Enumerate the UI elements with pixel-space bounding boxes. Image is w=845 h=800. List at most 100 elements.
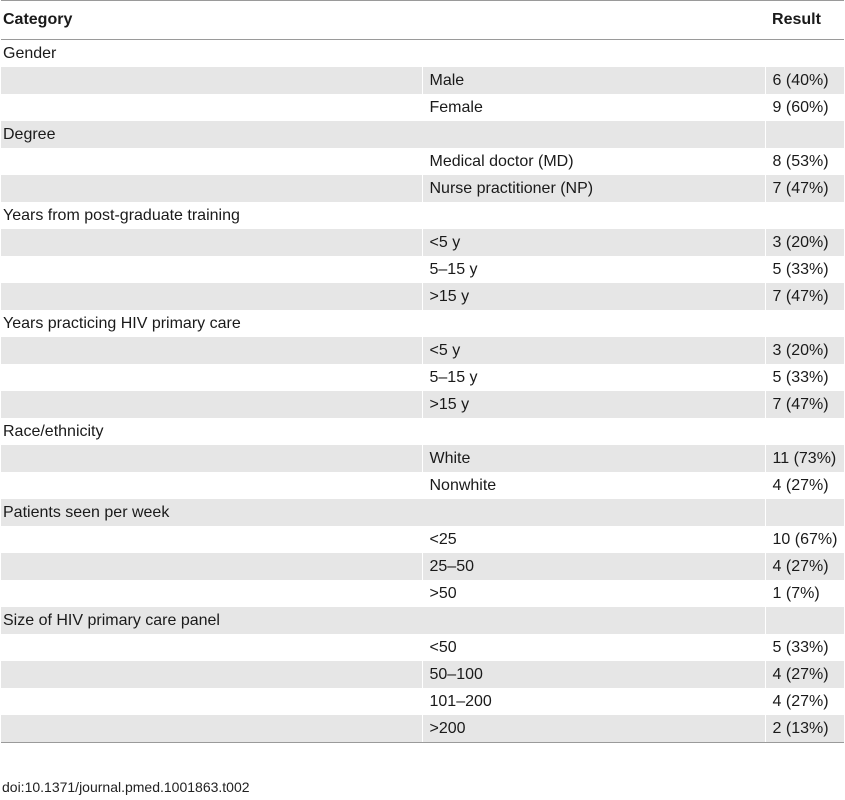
category-label: Years practicing HIV primary care bbox=[3, 314, 241, 332]
subcategory-label: 5–15 y bbox=[421, 256, 766, 283]
result-cell-empty bbox=[764, 39, 845, 67]
category-cell-empty bbox=[1, 148, 422, 175]
category-label: Years from post-graduate training bbox=[3, 206, 240, 224]
result-value: 7 (47%) bbox=[764, 283, 845, 310]
result-cell-empty bbox=[764, 202, 845, 229]
result-cell-empty bbox=[764, 310, 845, 337]
category-cell-empty bbox=[1, 94, 422, 121]
result-value: 7 (47%) bbox=[764, 391, 845, 418]
category-cell-empty bbox=[1, 175, 422, 202]
result-cell-empty bbox=[764, 418, 845, 445]
subcategory-label: White bbox=[421, 445, 766, 472]
category-row: Race/ethnicity bbox=[1, 418, 845, 445]
category-cell-empty bbox=[1, 688, 422, 715]
category-row: Years practicing HIV primary care bbox=[1, 310, 845, 337]
category-cell-empty bbox=[1, 337, 422, 364]
demographics-table: Category Result Gender Male 6 (40%) Female 9… bbox=[1, 0, 845, 743]
table-row: >200 2 (13%) bbox=[1, 715, 845, 743]
subcategory-label: >15 y bbox=[421, 391, 766, 418]
table-row: 101–200 4 (27%) bbox=[1, 688, 845, 715]
subcategory-label: Medical doctor (MD) bbox=[421, 148, 766, 175]
category-row: Years from post-graduate training bbox=[1, 202, 845, 229]
subcategory-label: Nonwhite bbox=[421, 472, 766, 499]
table-row: Male 6 (40%) bbox=[1, 67, 845, 94]
table-body: Gender Male 6 (40%) Female 9 (60%) Degree Medi… bbox=[1, 39, 845, 743]
result-value: 4 (27%) bbox=[764, 553, 845, 580]
result-value: 2 (13%) bbox=[764, 715, 845, 743]
category-cell-empty bbox=[1, 526, 422, 553]
subcategory-label: Nurse practitioner (NP) bbox=[421, 175, 766, 202]
subcategory-label: <5 y bbox=[421, 229, 766, 256]
table-header-row: Category Result bbox=[1, 0, 845, 40]
result-value: 4 (27%) bbox=[764, 688, 845, 715]
table-row: <50 5 (33%) bbox=[1, 634, 845, 661]
category-row: Gender bbox=[1, 39, 845, 67]
result-value: 10 (67%) bbox=[764, 526, 845, 553]
category-label: Gender bbox=[3, 44, 57, 62]
category-cell-empty bbox=[1, 229, 422, 256]
subcategory-label: >50 bbox=[421, 580, 766, 607]
table-row: <25 10 (67%) bbox=[1, 526, 845, 553]
doi-caption: doi:10.1371/journal.pmed.1001863.t002 bbox=[2, 779, 250, 795]
result-value: 3 (20%) bbox=[764, 337, 845, 364]
category-cell-empty bbox=[1, 391, 422, 418]
category-cell-empty bbox=[1, 67, 422, 94]
subcategory-label: Male bbox=[421, 67, 766, 94]
table-row: Female 9 (60%) bbox=[1, 94, 845, 121]
result-value: 1 (7%) bbox=[764, 580, 845, 607]
result-value: 5 (33%) bbox=[764, 364, 845, 391]
subcategory-label: <50 bbox=[421, 634, 766, 661]
result-value: 7 (47%) bbox=[764, 175, 845, 202]
result-cell-empty bbox=[764, 607, 845, 634]
category-label: Race/ethnicity bbox=[3, 422, 104, 440]
category-cell-empty bbox=[1, 634, 422, 661]
subcategory-label: >15 y bbox=[421, 283, 766, 310]
category-cell-empty bbox=[1, 472, 422, 499]
category-cell-empty bbox=[1, 553, 422, 580]
subcategory-label: 25–50 bbox=[421, 553, 766, 580]
result-cell-empty bbox=[764, 121, 845, 148]
subcategory-label: <25 bbox=[421, 526, 766, 553]
category-row: Size of HIV primary care panel bbox=[1, 607, 845, 634]
category-cell-empty bbox=[1, 580, 422, 607]
category-row: Degree bbox=[1, 121, 845, 148]
subcategory-label: 101–200 bbox=[421, 688, 766, 715]
data-table-container: Category Result Gender Male 6 (40%) Female 9… bbox=[1, 0, 845, 743]
category-cell-empty bbox=[1, 661, 422, 688]
subcategory-label: >200 bbox=[421, 715, 766, 743]
result-value: 9 (60%) bbox=[764, 94, 845, 121]
table-row: 25–50 4 (27%) bbox=[1, 553, 845, 580]
category-label: Patients seen per week bbox=[1, 499, 766, 526]
result-value: 11 (73%) bbox=[764, 445, 845, 472]
category-label: Degree bbox=[1, 121, 766, 148]
category-row: Patients seen per week bbox=[1, 499, 845, 526]
result-value: 5 (33%) bbox=[764, 256, 845, 283]
table-row: Nurse practitioner (NP) 7 (47%) bbox=[1, 175, 845, 202]
table-row: White 11 (73%) bbox=[1, 445, 845, 472]
table-row: Medical doctor (MD) 8 (53%) bbox=[1, 148, 845, 175]
table-row: 50–100 4 (27%) bbox=[1, 661, 845, 688]
subcategory-label: 5–15 y bbox=[421, 364, 766, 391]
category-cell-empty bbox=[1, 445, 422, 472]
subcategory-label: 50–100 bbox=[421, 661, 766, 688]
result-value: 6 (40%) bbox=[764, 67, 845, 94]
result-value: 8 (53%) bbox=[764, 148, 845, 175]
result-value: 5 (33%) bbox=[764, 634, 845, 661]
table-row: >50 1 (7%) bbox=[1, 580, 845, 607]
subcategory-label: <5 y bbox=[421, 337, 766, 364]
category-cell-empty bbox=[1, 364, 422, 391]
category-cell-empty bbox=[1, 715, 422, 743]
category-cell-empty bbox=[1, 283, 422, 310]
result-value: 4 (27%) bbox=[764, 661, 845, 688]
table-row: Nonwhite 4 (27%) bbox=[1, 472, 845, 499]
result-cell-empty bbox=[764, 499, 845, 526]
result-value: 3 (20%) bbox=[764, 229, 845, 256]
result-value: 4 (27%) bbox=[764, 472, 845, 499]
column-header-result: Result bbox=[765, 0, 845, 40]
